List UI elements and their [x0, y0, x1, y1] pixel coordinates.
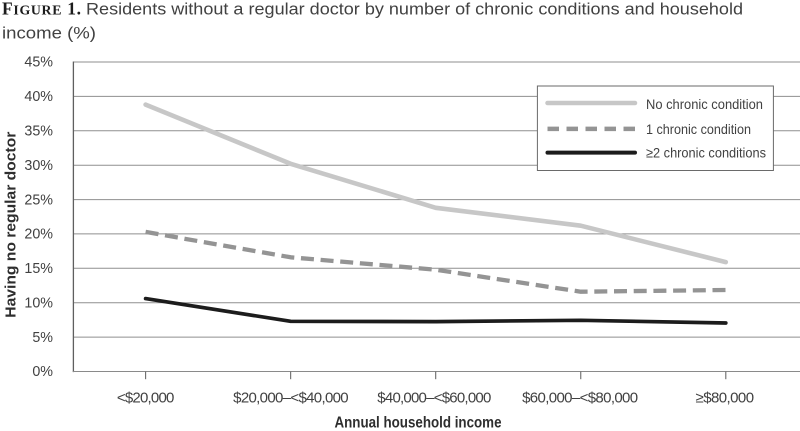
svg-text:No chronic condition: No chronic condition	[646, 96, 763, 112]
svg-text:0%: 0%	[32, 364, 53, 380]
svg-text:20%: 20%	[24, 227, 53, 243]
svg-text:≥$80,000: ≥$80,000	[696, 390, 755, 407]
svg-text:5%: 5%	[32, 330, 53, 346]
svg-text:Residents without a regular do: Residents without a regular doctor by nu…	[86, 0, 743, 19]
svg-text:45%: 45%	[24, 55, 53, 71]
svg-text:10%: 10%	[24, 295, 53, 311]
svg-text:$20,000–<$40,000: $20,000–<$40,000	[233, 390, 349, 407]
svg-text:25%: 25%	[24, 192, 53, 208]
svg-text:1 chronic condition: 1 chronic condition	[646, 121, 751, 137]
svg-text:40%: 40%	[24, 89, 53, 105]
svg-text:FIGURE 1.: FIGURE 1.	[2, 0, 82, 19]
svg-text:Having no regular doctor: Having no regular doctor	[4, 131, 20, 317]
svg-text:15%: 15%	[24, 261, 53, 277]
svg-text:$60,000–<$80,000: $60,000–<$80,000	[522, 390, 638, 407]
svg-text:$40,000–<$60,000: $40,000–<$60,000	[377, 390, 491, 407]
svg-text:<$20,000: <$20,000	[117, 390, 175, 407]
svg-text:35%: 35%	[24, 124, 53, 140]
svg-text:income (%): income (%)	[2, 24, 96, 43]
svg-text:≥2 chronic conditions: ≥2 chronic conditions	[646, 145, 766, 161]
svg-text:30%: 30%	[24, 158, 53, 174]
svg-text:Annual household income: Annual household income	[335, 414, 502, 431]
